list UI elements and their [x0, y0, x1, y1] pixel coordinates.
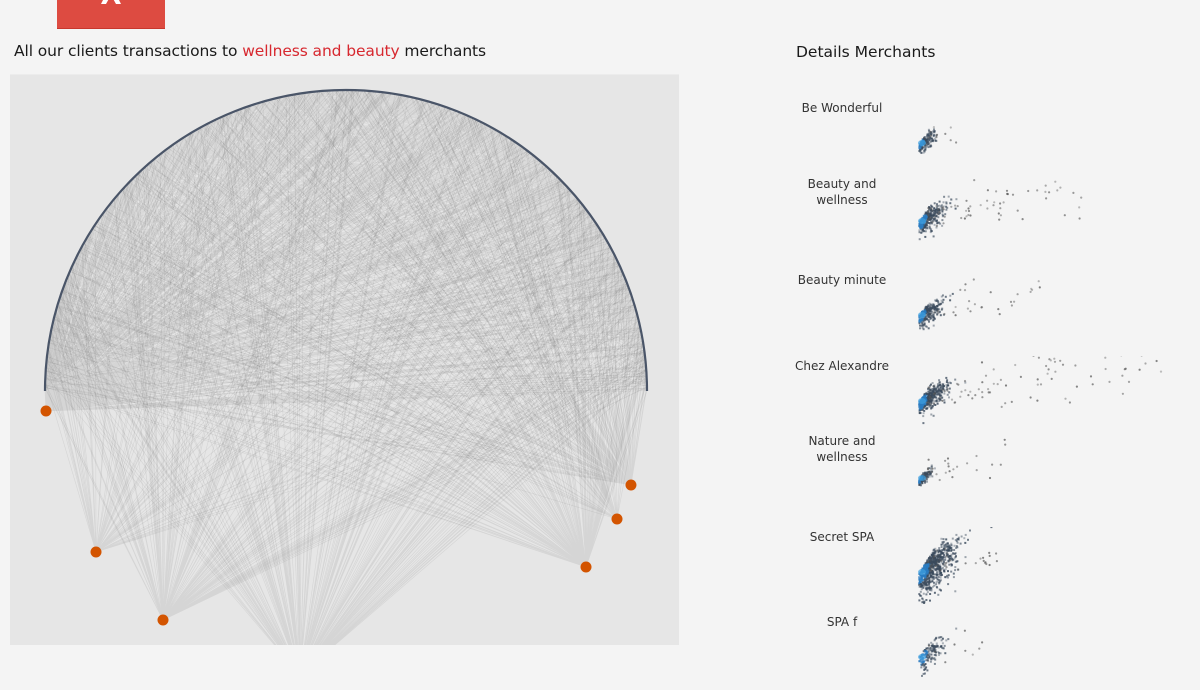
merchant-scatter-plot[interactable]: [780, 270, 1200, 348]
network-chart-panel[interactable]: [10, 74, 679, 645]
merchant-scatter-plot[interactable]: [780, 527, 1200, 605]
merchant-scatter-plot[interactable]: [780, 176, 1200, 254]
title-suffix: merchants: [400, 42, 486, 60]
merchant-row[interactable]: SPA f: [780, 612, 1200, 690]
merchant-node[interactable]: [626, 480, 637, 491]
network-chart[interactable]: [10, 75, 679, 645]
merchant-row[interactable]: Chez Alexandre: [780, 356, 1200, 434]
merchant-node[interactable]: [91, 547, 102, 558]
merchant-row[interactable]: Beauty minute: [780, 270, 1200, 348]
title-accent: wellness and beauty: [242, 42, 399, 60]
brand-logo[interactable]: [57, 0, 165, 29]
details-title: Details Merchants: [796, 43, 935, 61]
merchant-node[interactable]: [612, 514, 623, 525]
merchant-scatter-plot[interactable]: [780, 433, 1200, 511]
merchant-scatter-plot[interactable]: [780, 612, 1200, 690]
title-prefix: All our clients transactions to: [14, 42, 242, 60]
merchant-scatter-plot[interactable]: [780, 356, 1200, 434]
edges: [45, 90, 647, 645]
merchant-row[interactable]: Secret SPA: [780, 527, 1200, 605]
merchant-node[interactable]: [41, 406, 52, 417]
merchant-scatter-plot[interactable]: [780, 98, 1200, 176]
page-title: All our clients transactions to wellness…: [14, 42, 486, 60]
brand-logo-icon: [93, 0, 129, 4]
merchant-node[interactable]: [581, 562, 592, 573]
merchant-node[interactable]: [158, 615, 169, 626]
merchant-row[interactable]: Be Wonderful: [780, 98, 1200, 176]
